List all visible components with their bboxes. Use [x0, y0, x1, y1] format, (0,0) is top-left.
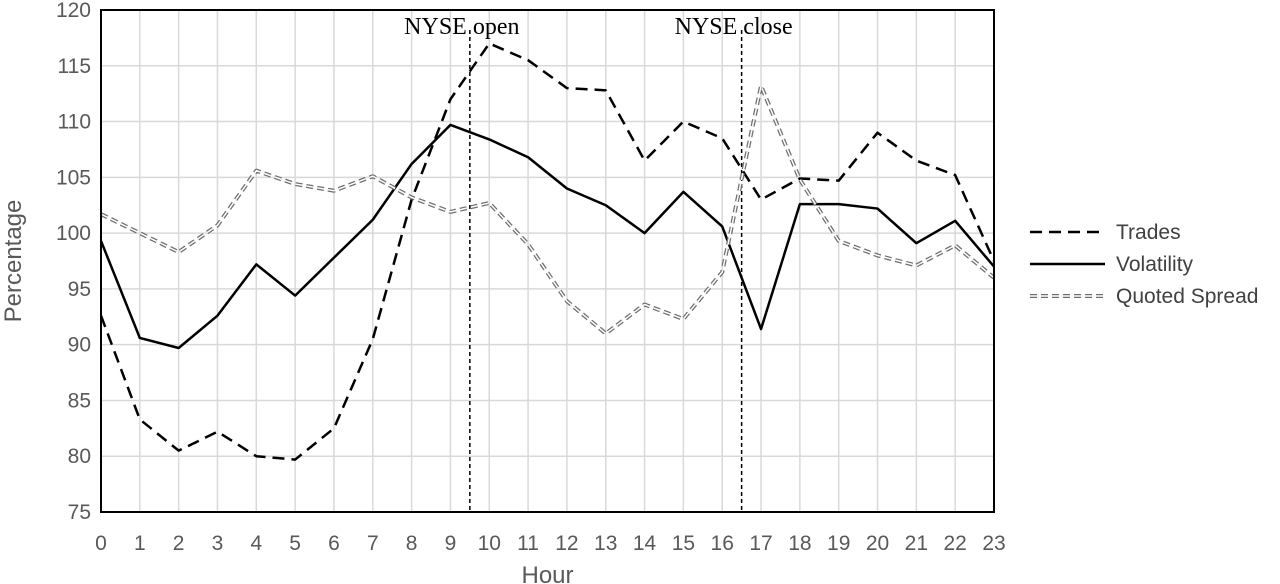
x-tick-label: 7	[367, 532, 379, 555]
y-tick-label: 115	[58, 55, 91, 78]
plot-frame	[100, 9, 995, 513]
x-tick-label: 16	[711, 532, 734, 555]
x-tick-label: 23	[982, 532, 1005, 555]
y-tick-labels: 75 80 85 90 95 100 105 110 115 120	[56, 0, 91, 524]
x-tick-label: 3	[212, 532, 224, 555]
x-tick-label: 22	[943, 532, 966, 555]
x-tick-label: 17	[749, 532, 772, 555]
y-tick-label: 75	[68, 501, 91, 524]
y-tick-label: 95	[68, 278, 91, 301]
x-tick-label: 1	[134, 532, 146, 555]
x-tick-label: 20	[866, 532, 889, 555]
x-tick-label: 6	[328, 532, 340, 555]
x-tick-label: 4	[250, 532, 262, 555]
x-tick-labels: 0 1 2 3 4 5 6 7 8 9 10 11 12 13 14 15 16 17 18 19 20 21 22 23	[95, 532, 1006, 555]
x-tick-label: 2	[173, 532, 185, 555]
legend-label: Volatility	[1116, 253, 1194, 276]
x-tick-label: 18	[788, 532, 811, 555]
x-tick-label: 13	[594, 532, 617, 555]
x-tick-label: 21	[905, 532, 928, 555]
y-tick-label: 110	[58, 111, 91, 134]
x-tick-label: 8	[406, 532, 418, 555]
series-line	[99, 42, 996, 461]
series-line	[100, 83, 996, 336]
x-tick-label: 0	[95, 532, 107, 555]
series-line	[99, 123, 995, 350]
grid	[100, 9, 995, 513]
x-tick-label: 15	[672, 532, 695, 555]
x-tick-label: 11	[517, 532, 539, 555]
x-tick-label: 19	[827, 532, 850, 555]
legend: Trades Volatility Quoted Spread	[1030, 221, 1258, 308]
event-lines	[469, 30, 743, 512]
x-tick-label: 9	[445, 532, 457, 555]
legend-label: Trades	[1116, 221, 1181, 244]
y-tick-label: 90	[68, 334, 91, 357]
x-axis-title: Hour	[521, 562, 573, 584]
x-tick-label: 5	[289, 532, 301, 555]
x-tick-label: 12	[555, 532, 578, 555]
annotations: NYSE open NYSE close	[404, 14, 792, 40]
y-tick-label: 105	[56, 166, 91, 189]
y-tick-label: 120	[56, 0, 91, 22]
annotation-label: NYSE open	[404, 14, 519, 40]
x-tick-label: 10	[478, 532, 501, 555]
annotation-label: NYSE close	[675, 14, 793, 40]
legend-label: Quoted Spread	[1116, 285, 1258, 308]
y-tick-label: 80	[68, 445, 91, 468]
y-tick-label: 85	[68, 389, 91, 412]
series-lines	[99, 42, 996, 461]
y-tick-label: 100	[56, 222, 91, 245]
y-axis-title: Percentage	[0, 200, 27, 323]
series-line-inner	[100, 85, 995, 335]
x-tick-label: 14	[633, 532, 657, 555]
